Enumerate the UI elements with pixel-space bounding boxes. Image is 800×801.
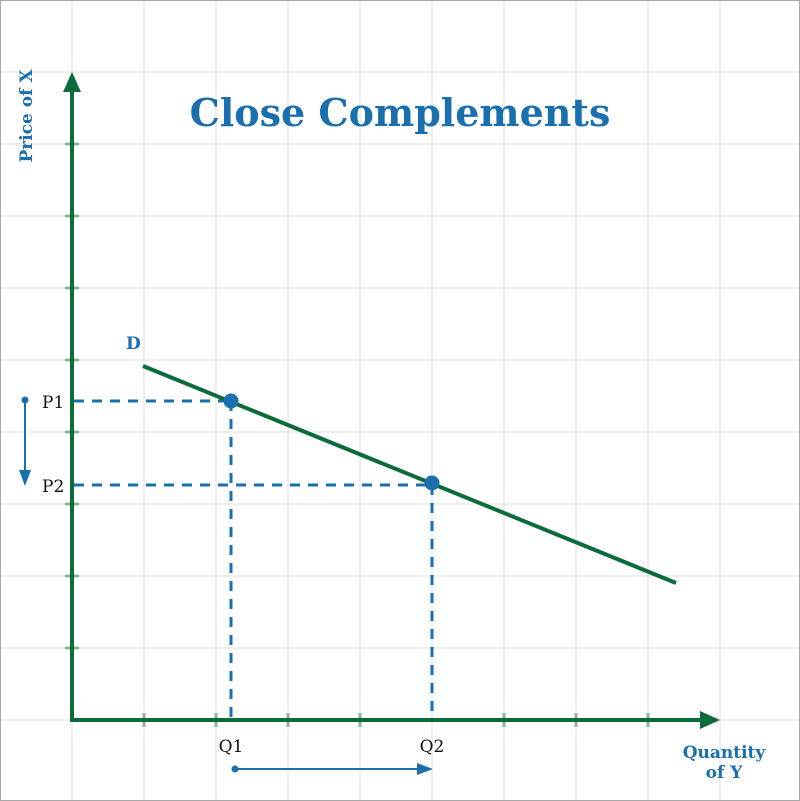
quantity-label-q1: Q1 xyxy=(219,737,244,757)
demand-curve-label: D xyxy=(126,334,141,354)
y-axis-label: Price of X xyxy=(17,69,37,163)
y-axis-arrow-icon xyxy=(63,72,81,92)
quantity-increase-arrow-icon xyxy=(231,763,433,775)
price-label-p1: P1 xyxy=(42,393,64,413)
guide-lines xyxy=(74,399,434,718)
axes xyxy=(63,72,720,729)
price-decrease-arrow-icon xyxy=(19,396,31,486)
diagram-title: Close Complements xyxy=(190,90,611,135)
point-p2-q2 xyxy=(424,475,440,491)
axis-ticks xyxy=(65,142,650,727)
quantity-label-q2: Q2 xyxy=(420,737,445,757)
x-axis-arrow-icon xyxy=(700,711,720,729)
demand-curve xyxy=(142,364,677,585)
point-p1-q1 xyxy=(223,393,239,409)
price-label-p2: P2 xyxy=(42,477,64,497)
x-axis-label-line1: Quantity xyxy=(683,743,767,763)
x-axis-label-line2: of Y xyxy=(706,763,744,783)
